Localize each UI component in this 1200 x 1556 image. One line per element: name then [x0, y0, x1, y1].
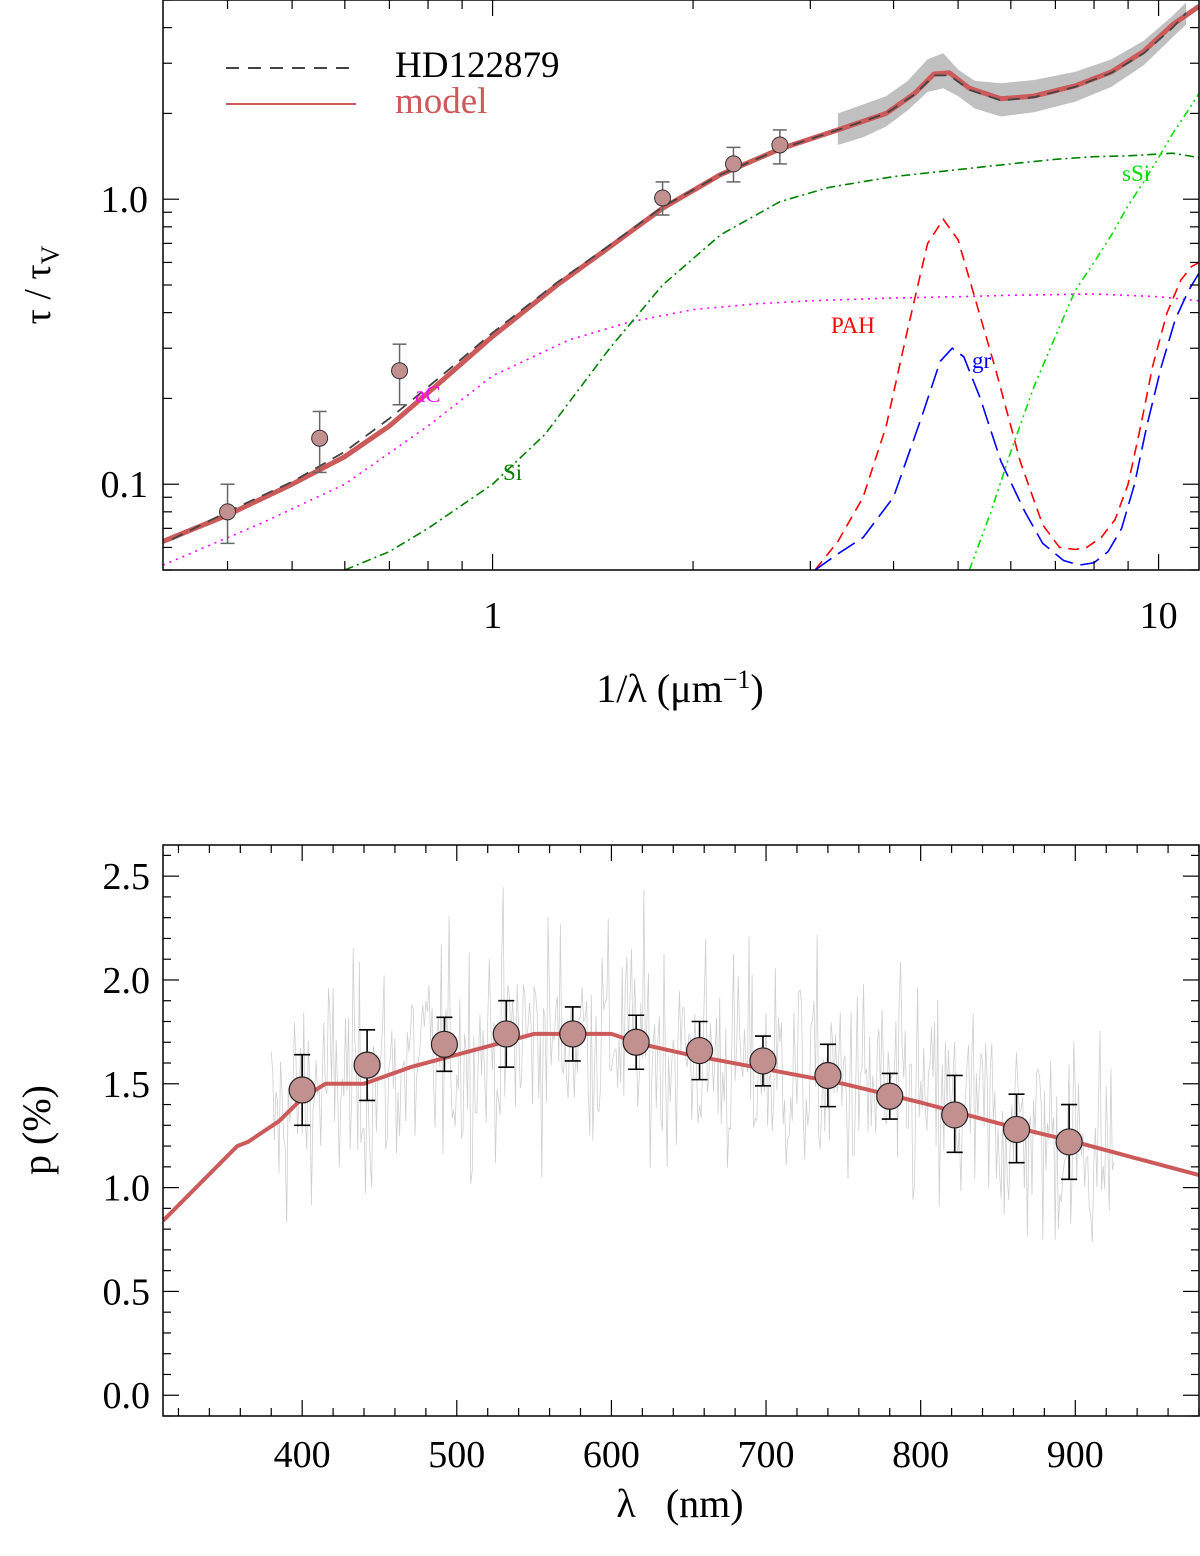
- legend-label-model: model: [395, 81, 487, 122]
- data-marker: [430, 1030, 459, 1058]
- data-marker: [876, 1082, 904, 1110]
- polarization-spectrum: [270, 887, 1115, 1243]
- observed-extinction-line: [171, 12, 1187, 541]
- polarization-point-3: [492, 999, 520, 1068]
- y-tick-label: 1.5: [103, 1064, 151, 1106]
- y-tick-label: 2.0: [103, 960, 151, 1002]
- polarization-point-6: [685, 1020, 714, 1081]
- curve-sSi: [968, 93, 1199, 570]
- y-tick-label: 0.5: [103, 1271, 151, 1313]
- data-marker: [391, 362, 409, 380]
- data-marker: [654, 189, 672, 207]
- polarization-y-axis-label: p (%): [14, 1085, 59, 1175]
- polarization-x-axis-label: λ (nm): [616, 1481, 743, 1526]
- annotation-gr: gr: [972, 348, 992, 373]
- extinction-point-4: [724, 146, 742, 183]
- curve-Si: [344, 152, 1199, 570]
- curve-PAH: [814, 217, 1199, 570]
- data-marker: [1002, 1115, 1031, 1144]
- polarization-point-11: [1002, 1093, 1031, 1164]
- x-tick-label: 10: [1140, 595, 1178, 637]
- data-marker: [724, 155, 742, 173]
- data-marker: [1055, 1128, 1083, 1156]
- x-tick-label: 1: [483, 595, 502, 637]
- y-tick-label: 2.5: [103, 856, 151, 898]
- polarization-panel: 400 500 600 700 800 900 0.0 0.5 1.0 1.5 2.0 2.5 p (…: [14, 844, 1200, 1526]
- polarization-point-8: [814, 1043, 842, 1108]
- y-tick-label: 1.0: [101, 179, 149, 221]
- polarization-point-7: [749, 1035, 777, 1087]
- x-tick-label: 800: [892, 1434, 949, 1476]
- data-marker: [771, 136, 789, 154]
- polarization-point-9: [876, 1072, 904, 1120]
- extinction-x-axis-label: 1/λ (μm−1): [596, 665, 763, 711]
- extinction-ticks: 1 10 0.1 1.0: [101, 0, 1199, 637]
- polarization-ticks: 400 500 600 700 800 900 0.0 0.5 1.0 1.5 2.0 2.5: [103, 845, 1200, 1476]
- curve-aC: [163, 293, 1199, 566]
- y-tick-label: 0.1: [101, 464, 149, 506]
- x-tick-label: 400: [274, 1434, 331, 1476]
- annotation-PAH: PAH: [831, 313, 875, 338]
- extinction-point-3: [654, 181, 672, 216]
- y-tick-label: 1.0: [103, 1168, 151, 1210]
- x-tick-label: 700: [738, 1434, 795, 1476]
- data-marker: [685, 1036, 714, 1065]
- extinction-y-axis-label: τ / τV: [17, 245, 65, 324]
- polarization-point-10: [941, 1074, 969, 1154]
- data-marker: [814, 1061, 842, 1090]
- polarization-point-0: [288, 1053, 316, 1127]
- legend: HD122879 model: [226, 45, 559, 122]
- annotation-sSi: sSi: [1122, 161, 1150, 186]
- x-tick-label: 900: [1047, 1434, 1104, 1476]
- extinction-point-0: [219, 483, 237, 545]
- polarization-point-12: [1055, 1103, 1083, 1181]
- polarization-point-2: [430, 1016, 459, 1073]
- data-marker: [749, 1047, 777, 1075]
- polarization-data-points: [288, 999, 1083, 1181]
- data-marker: [941, 1101, 969, 1129]
- x-tick-label: 500: [428, 1434, 485, 1476]
- data-marker: [622, 1028, 650, 1056]
- y-tick-label: 0.0: [103, 1375, 151, 1417]
- legend-label-observed: HD122879: [395, 45, 559, 86]
- dust-component-curves: [163, 93, 1199, 570]
- extinction-point-2: [391, 343, 409, 406]
- observed-band-area: [837, 2, 1187, 145]
- extinction-point-1: [311, 410, 329, 474]
- extinction-panel: 1 10 0.1 1.0 aC Si PAH gr sSi HD122879 mode…: [17, 0, 1200, 711]
- observed-uncertainty-band: [837, 2, 1187, 145]
- polarization-point-1: [353, 1028, 381, 1102]
- polarization-point-5: [622, 1014, 650, 1071]
- polarization-plot-frame: [162, 844, 1200, 1417]
- svg-text:τ / τV: τ / τV: [17, 245, 65, 324]
- data-marker: [311, 429, 329, 447]
- curve-gr: [814, 272, 1199, 570]
- data-marker: [353, 1051, 381, 1079]
- annotation-aC: aC: [415, 382, 441, 407]
- x-tick-label: 600: [583, 1434, 640, 1476]
- data-marker: [492, 1020, 520, 1048]
- data-marker: [288, 1076, 316, 1104]
- polarization-spectrum-trace: [270, 887, 1115, 1243]
- data-marker: [219, 503, 237, 521]
- extinction-point-5: [771, 129, 789, 165]
- extinction-data-points: [219, 129, 789, 545]
- annotation-Si: Si: [503, 460, 522, 485]
- polarization-point-4: [559, 1006, 587, 1062]
- data-marker: [559, 1020, 587, 1048]
- extinction-lines: [163, 4, 1199, 544]
